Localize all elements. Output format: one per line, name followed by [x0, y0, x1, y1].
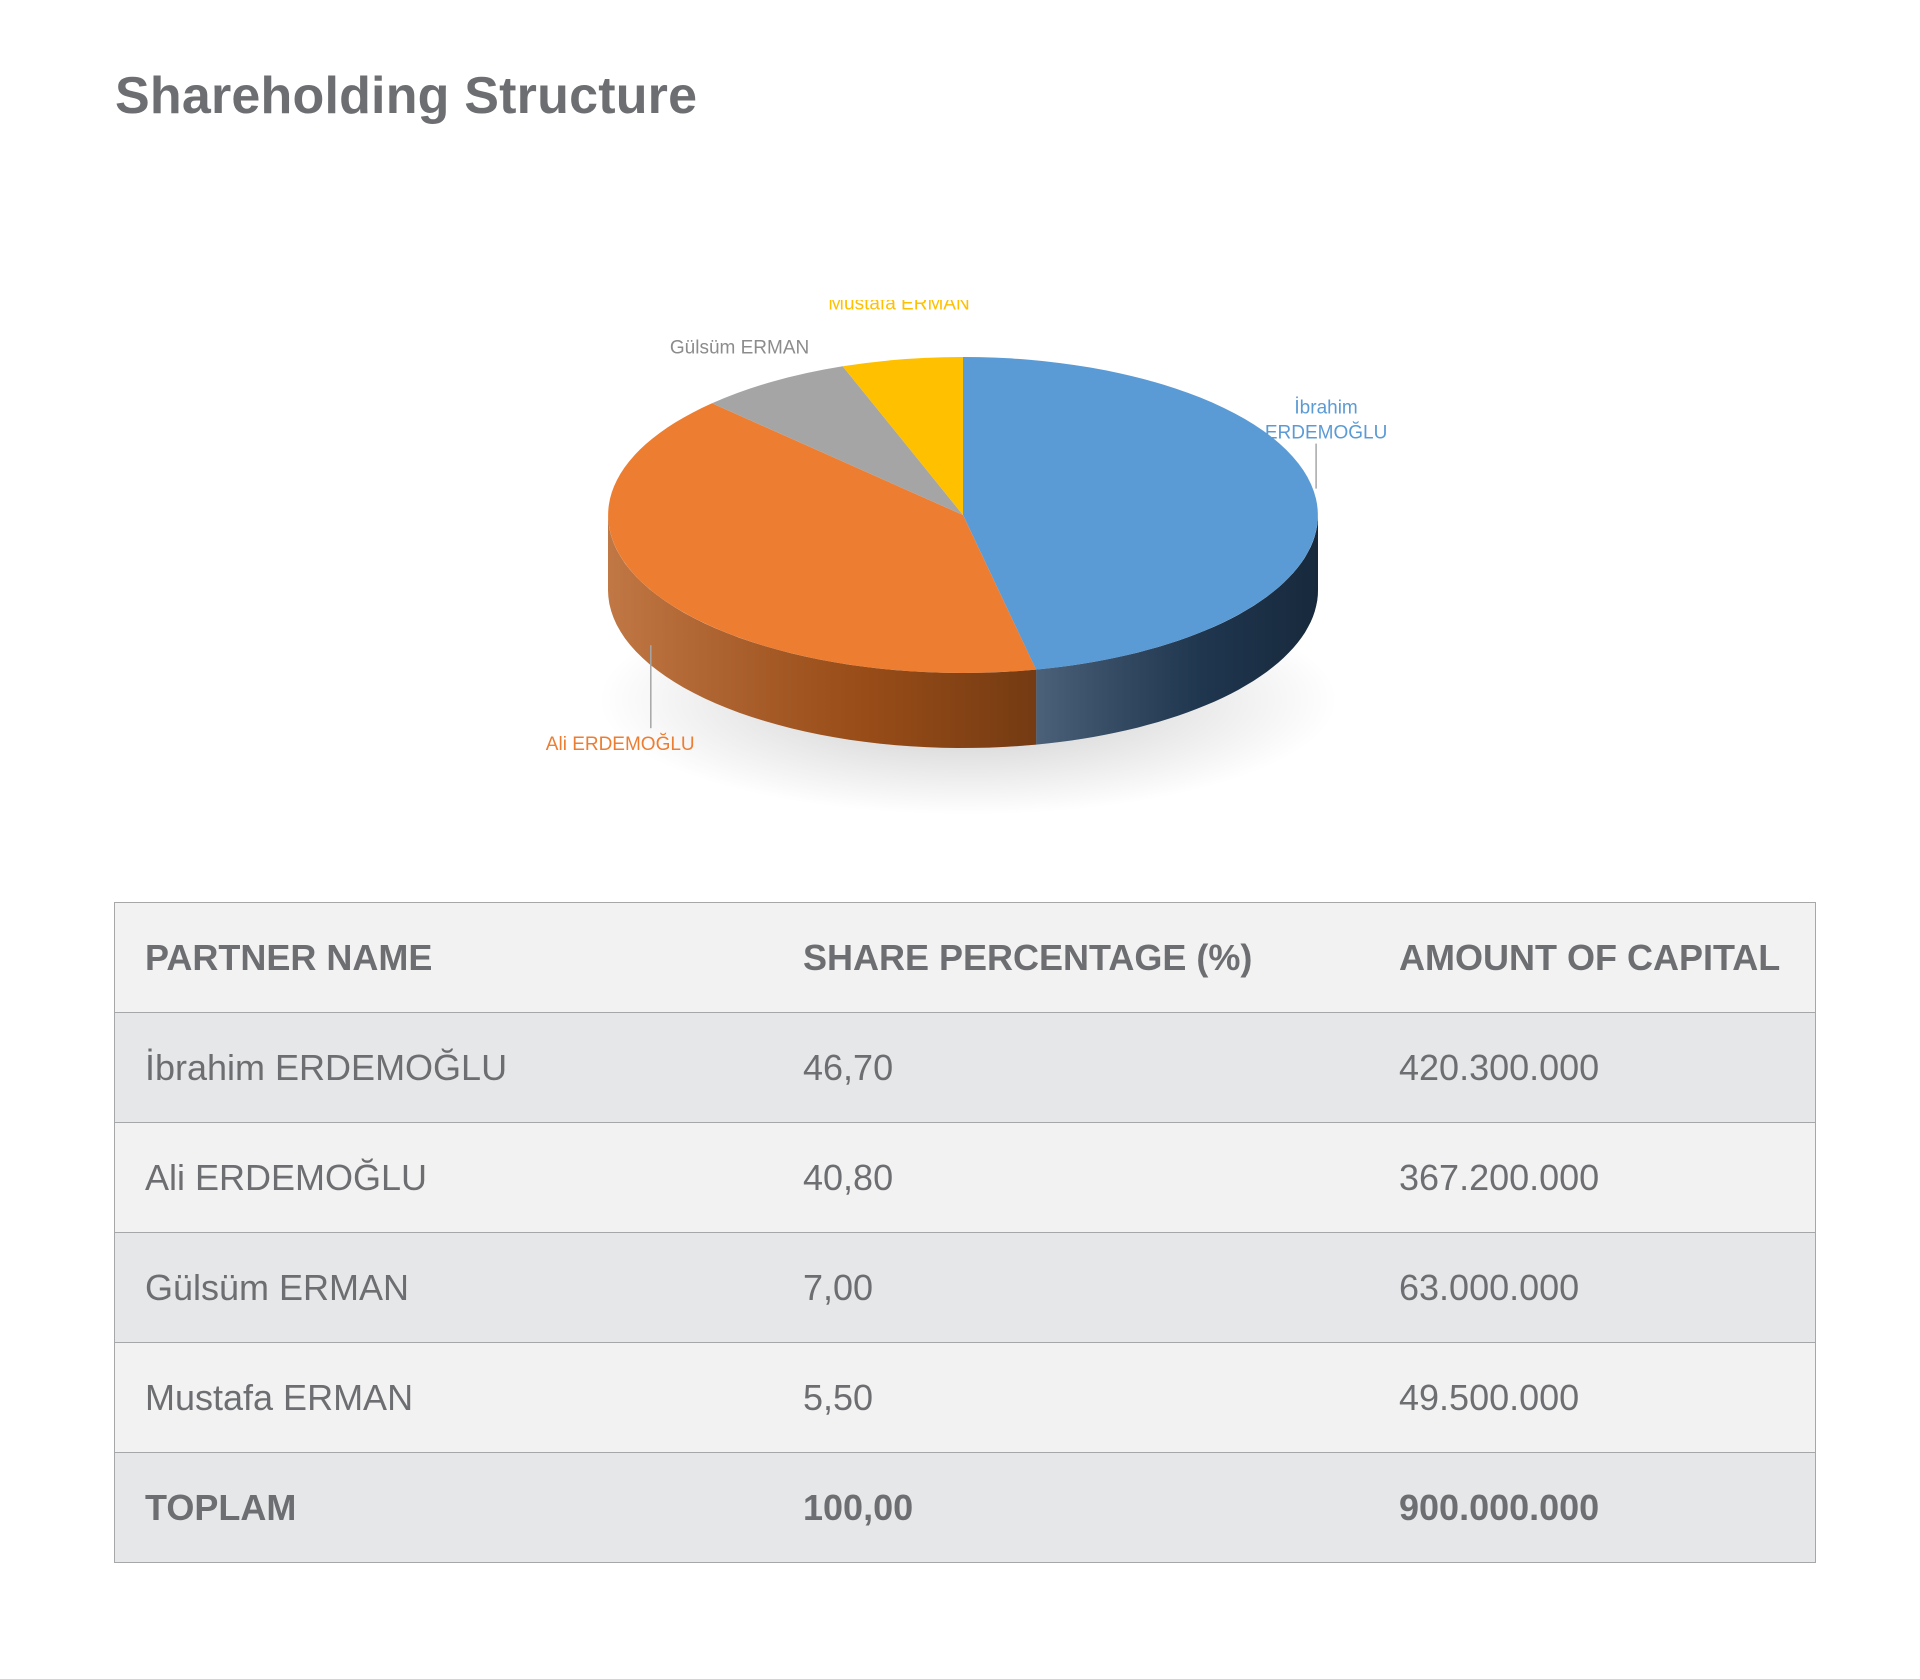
share-percentage-cell: 46,70: [773, 1012, 1369, 1123]
capital-amount-cell: 63.000.000: [1369, 1232, 1816, 1343]
pie-label-text: İbrahim: [1294, 398, 1357, 419]
table-row: Ali ERDEMOĞLU 40,80 367.200.000: [114, 1122, 1816, 1233]
capital-amount-cell: 420.300.000: [1369, 1012, 1816, 1123]
share-percentage-cell: 5,50: [773, 1342, 1369, 1453]
total-capital-cell: 900.000.000: [1369, 1452, 1816, 1563]
table-row: Gülsüm ERMAN 7,00 63.000.000: [114, 1232, 1816, 1343]
partner-name-cell: İbrahim ERDEMOĞLU: [114, 1012, 773, 1123]
pie-slice-ibrahim-erdemoglu: [963, 357, 1318, 670]
header-amount-of-capital: AMOUNT OF CAPITAL: [1369, 902, 1816, 1013]
table-total-row: TOPLAM 100,00 900.000.000: [114, 1452, 1816, 1563]
pie-tops: [608, 356, 1318, 673]
total-percentage-cell: 100,00: [773, 1452, 1369, 1563]
page-title: Shareholding Structure: [115, 67, 698, 125]
capital-amount-cell: 49.500.000: [1369, 1342, 1816, 1453]
total-label-cell: TOPLAM: [114, 1452, 773, 1563]
pie-slice-gulsum-erman: [712, 366, 963, 515]
pie-labels: İbrahim ERDEMOĞLU Ali ERDEMOĞLU Gülsüm ERMA…: [546, 300, 1388, 755]
table-row: İbrahim ERDEMOĞLU 46,70 420.300.000: [114, 1012, 1816, 1123]
header-share-percentage: SHARE PERCENTAGE (%): [773, 902, 1369, 1013]
pie-label-text: Gülsüm ERMAN: [670, 338, 809, 359]
pie-label-text: ERDEMOĞLU: [1265, 422, 1387, 444]
pie-label-text: Mustafa ERMAN: [828, 300, 969, 314]
pie-slice-ali-erdemoglu: [608, 403, 1037, 673]
pie-side-shade-ibrahim-erdemoglu: [1036, 515, 1318, 745]
pie-slice-mustafa-erman: [842, 356, 963, 515]
partner-name-cell: Ali ERDEMOĞLU: [114, 1122, 773, 1233]
pie-label-ibrahim-erdemoglu: İbrahim ERDEMOĞLU: [1265, 398, 1387, 489]
capital-amount-cell: 367.200.000: [1369, 1122, 1816, 1233]
table-header-row: PARTNER NAME SHARE PERCENTAGE (%) AMOUNT…: [114, 902, 1816, 1013]
pie-label-text: Ali ERDEMOĞLU: [546, 733, 695, 755]
pie-side-shade-ali-erdemoglu: [608, 515, 1037, 748]
pie-label-mustafa-erman: Mustafa ERMAN: [828, 300, 969, 314]
partner-name-cell: Gülsüm ERMAN: [114, 1232, 773, 1343]
pie-chart: İbrahim ERDEMOĞLU Ali ERDEMOĞLU Gülsüm ERMA…: [546, 300, 1388, 815]
share-percentage-cell: 40,80: [773, 1122, 1369, 1233]
share-percentage-cell: 7,00: [773, 1232, 1369, 1343]
pie-label-gulsum-erman: Gülsüm ERMAN: [670, 338, 809, 359]
header-partner-name: PARTNER NAME: [114, 902, 773, 1013]
pie-label-ali-erdemoglu: Ali ERDEMOĞLU: [546, 645, 695, 755]
partner-name-cell: Mustafa ERMAN: [114, 1342, 773, 1453]
table-row: Mustafa ERMAN 5,50 49.500.000: [114, 1342, 1816, 1453]
shareholding-table: PARTNER NAME SHARE PERCENTAGE (%) AMOUNT…: [114, 902, 1816, 1563]
pie-sides: [608, 515, 1318, 748]
